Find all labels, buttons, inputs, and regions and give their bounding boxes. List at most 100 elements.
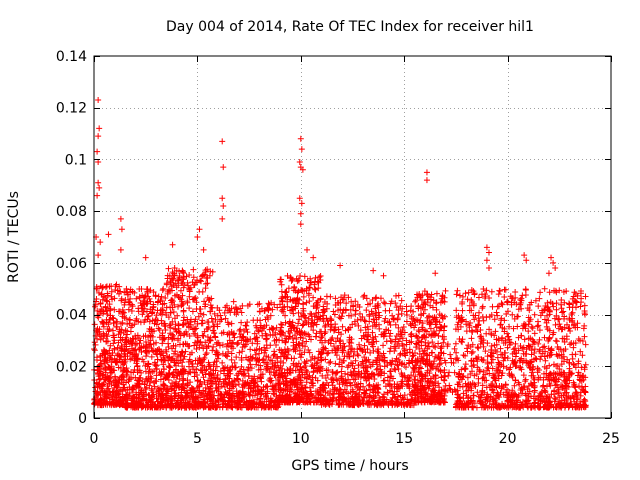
data-point xyxy=(339,323,346,330)
data-point xyxy=(255,327,262,334)
data-point xyxy=(318,356,325,363)
data-point xyxy=(341,343,348,350)
data-point xyxy=(288,321,295,328)
data-point xyxy=(237,326,244,333)
data-point xyxy=(381,354,388,361)
data-point xyxy=(141,319,148,326)
data-point xyxy=(236,390,243,397)
data-point xyxy=(453,307,460,314)
data-point xyxy=(217,395,224,402)
data-point xyxy=(326,359,333,366)
data-point xyxy=(291,355,298,362)
data-point xyxy=(313,360,320,367)
data-point xyxy=(271,372,278,379)
data-point xyxy=(306,372,313,379)
data-point xyxy=(127,350,134,357)
data-point xyxy=(165,369,172,376)
data-point xyxy=(349,345,356,352)
data-point xyxy=(475,294,482,301)
data-point xyxy=(101,360,108,367)
data-point xyxy=(381,391,388,398)
data-point xyxy=(338,368,345,375)
data-point xyxy=(247,361,254,368)
data-point xyxy=(406,346,413,353)
data-point xyxy=(377,362,384,369)
data-point xyxy=(255,328,262,335)
data-point xyxy=(355,322,362,329)
data-point xyxy=(128,399,135,406)
data-point xyxy=(195,394,202,401)
data-point xyxy=(277,362,284,369)
data-point xyxy=(403,318,410,325)
data-point xyxy=(194,384,201,391)
data-point xyxy=(381,330,388,337)
data-point xyxy=(392,366,399,373)
data-point xyxy=(461,366,468,373)
data-point xyxy=(217,368,224,375)
data-point xyxy=(283,382,290,389)
data-point xyxy=(462,290,469,297)
data-point xyxy=(289,335,296,342)
data-point xyxy=(227,309,234,316)
data-point xyxy=(371,400,378,407)
data-point xyxy=(115,331,122,338)
data-point xyxy=(237,404,244,411)
data-point xyxy=(525,328,532,335)
data-point xyxy=(151,383,158,390)
data-point xyxy=(267,331,274,338)
data-point xyxy=(463,321,470,328)
data-point xyxy=(105,377,112,384)
data-point xyxy=(315,285,322,292)
data-point xyxy=(399,340,406,347)
data-point xyxy=(160,366,167,373)
data-point xyxy=(278,281,285,288)
data-point xyxy=(203,275,210,282)
data-point xyxy=(300,335,307,342)
data-point xyxy=(97,336,104,343)
data-point xyxy=(202,351,209,358)
data-point xyxy=(111,355,118,362)
data-point xyxy=(153,389,160,396)
data-point xyxy=(157,400,164,407)
data-point xyxy=(94,285,101,292)
data-point xyxy=(107,312,114,319)
data-point xyxy=(171,325,178,332)
data-point xyxy=(360,383,367,390)
data-point xyxy=(101,376,108,383)
data-point xyxy=(566,301,573,308)
data-point xyxy=(265,316,272,323)
data-point xyxy=(360,293,367,300)
data-point xyxy=(112,286,119,293)
data-point xyxy=(303,338,310,345)
data-point xyxy=(230,383,237,390)
data-point xyxy=(205,297,212,304)
data-point xyxy=(146,325,153,332)
data-point xyxy=(97,357,104,364)
data-point xyxy=(103,338,110,345)
data-point xyxy=(231,377,238,384)
data-point xyxy=(283,335,290,342)
data-point xyxy=(214,371,221,378)
data-point xyxy=(209,268,216,275)
data-point xyxy=(382,315,389,322)
data-point xyxy=(433,290,440,297)
data-point xyxy=(305,347,312,353)
data-point xyxy=(566,341,573,348)
data-point xyxy=(177,402,184,409)
data-point xyxy=(142,332,149,339)
data-point xyxy=(254,375,261,382)
data-point xyxy=(184,392,191,399)
data-point xyxy=(245,373,252,380)
data-point xyxy=(262,347,269,354)
data-point xyxy=(259,357,266,364)
data-point xyxy=(152,316,159,323)
data-point xyxy=(258,327,265,334)
data-point xyxy=(338,313,345,320)
data-point xyxy=(156,388,163,395)
data-point xyxy=(177,287,184,294)
data-point xyxy=(479,303,486,310)
data-point xyxy=(269,325,276,332)
data-point xyxy=(334,299,341,306)
data-point xyxy=(169,269,176,276)
data-point xyxy=(165,287,172,294)
